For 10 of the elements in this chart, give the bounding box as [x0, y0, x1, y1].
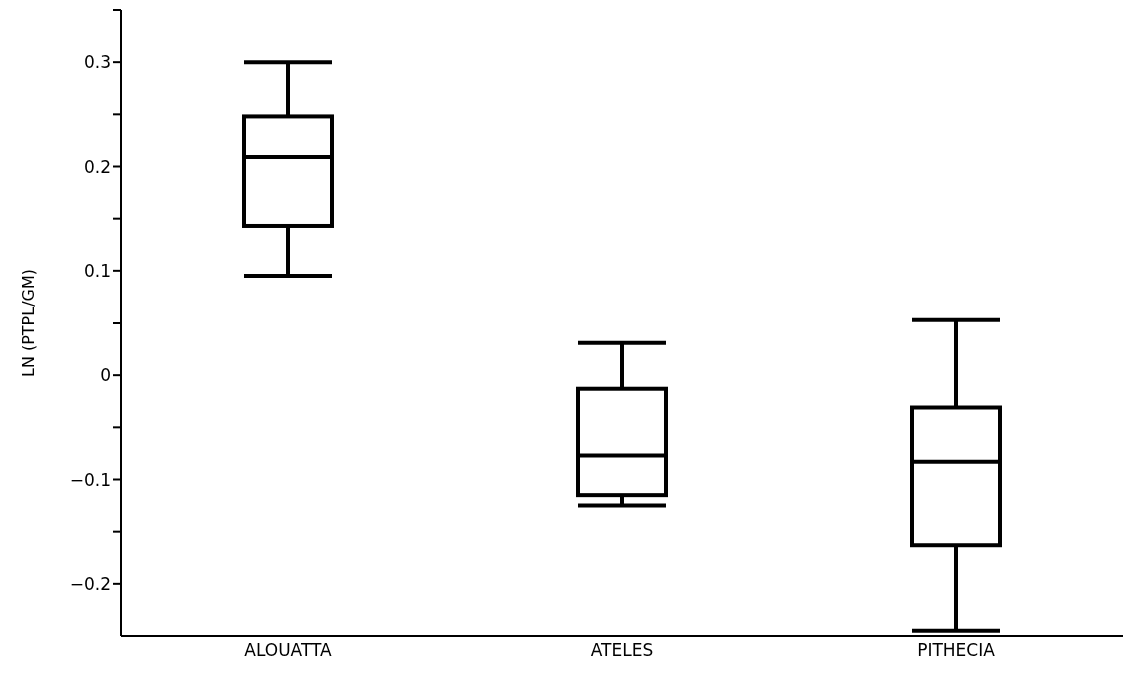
y-tick-label: −0.2: [69, 573, 111, 594]
y-tick-label: 0.3: [83, 52, 111, 73]
y-axis-title: LN (PTPL/GM): [18, 268, 38, 378]
y-tick-label: 0.1: [83, 260, 111, 281]
x-tick-label: ATELES: [590, 640, 654, 661]
y-tick-label: −0.1: [69, 469, 111, 490]
y-tick-label: 0.2: [83, 156, 111, 177]
y-tick-label: 0: [100, 365, 111, 386]
x-tick-label: ALOUATTA: [244, 640, 333, 661]
x-tick-label: PITHECIA: [917, 640, 996, 661]
